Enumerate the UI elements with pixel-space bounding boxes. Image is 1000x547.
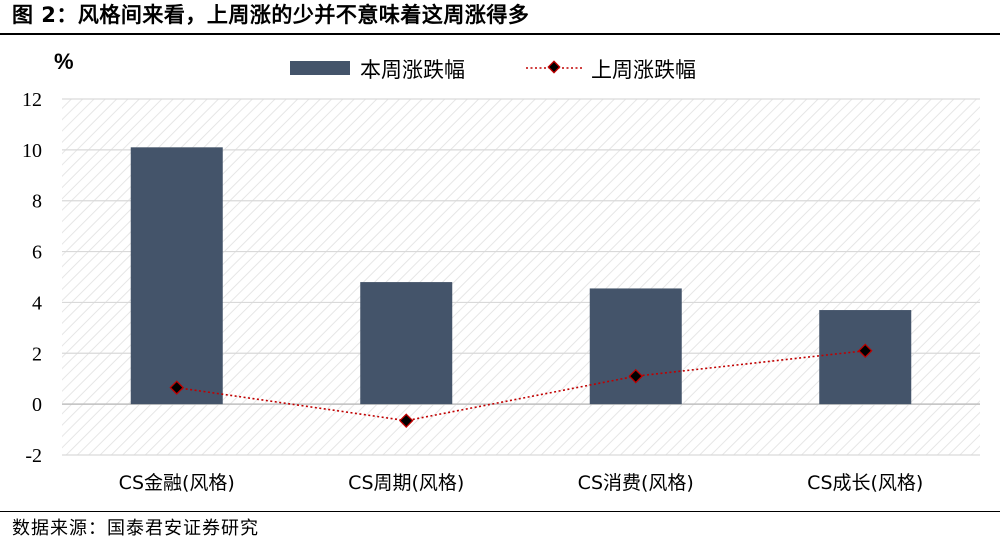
bar <box>360 282 453 405</box>
title-divider <box>0 33 1000 35</box>
y-tick-label: 0 <box>32 394 42 416</box>
line-point-marker <box>169 380 185 395</box>
y-tick-label: 4 <box>32 292 42 314</box>
legend: 本周涨跌幅 上周涨跌幅 <box>290 58 696 82</box>
x-category-label: CS周期(风格) <box>348 472 464 494</box>
y-tick-label: 10 <box>22 140 42 162</box>
line-point-marker <box>398 413 414 428</box>
series-line <box>176 349 866 422</box>
y-tick-label: 8 <box>32 191 42 213</box>
x-category-label: CS金融(风格) <box>119 472 235 494</box>
x-category-label: CS成长(风格) <box>807 472 923 494</box>
y-axis-unit: % <box>54 49 74 74</box>
bar <box>130 147 223 405</box>
line-point-marker <box>857 343 873 359</box>
y-tick-label: 6 <box>32 242 42 264</box>
x-axis-category-labels: CS金融(风格) CS周期(风格) CS消费(风格) CS成长(风格) <box>119 472 924 494</box>
line-point-marker <box>628 368 644 384</box>
y-tick-label: 2 <box>32 343 42 365</box>
source-note: 数据来源：国泰君安证券研究 <box>12 518 259 539</box>
legend-bar-label: 本周涨跌幅 <box>360 58 465 82</box>
legend-bar-swatch <box>290 61 350 75</box>
figure-title: 图 2：风格间来看，上周涨的少并不意味着这周涨得多 <box>12 3 530 27</box>
y-tick-label: -2 <box>25 445 42 467</box>
y-tick-label: 12 <box>22 89 42 111</box>
bar <box>589 288 682 405</box>
legend-diamond-marker <box>547 60 561 74</box>
x-category-label: CS消费(风格) <box>578 472 694 494</box>
chart: -2 0 2 4 6 8 10 12 CS金融(风格) CS周期(风格) CS消费(风格) CS成长… <box>22 49 980 494</box>
legend-line-label: 上周涨跌幅 <box>591 58 696 82</box>
footer-divider <box>0 511 1000 512</box>
bar-series <box>130 147 912 405</box>
line-series <box>169 343 873 428</box>
y-axis-tick-labels: -2 0 2 4 6 8 10 12 <box>22 89 42 467</box>
